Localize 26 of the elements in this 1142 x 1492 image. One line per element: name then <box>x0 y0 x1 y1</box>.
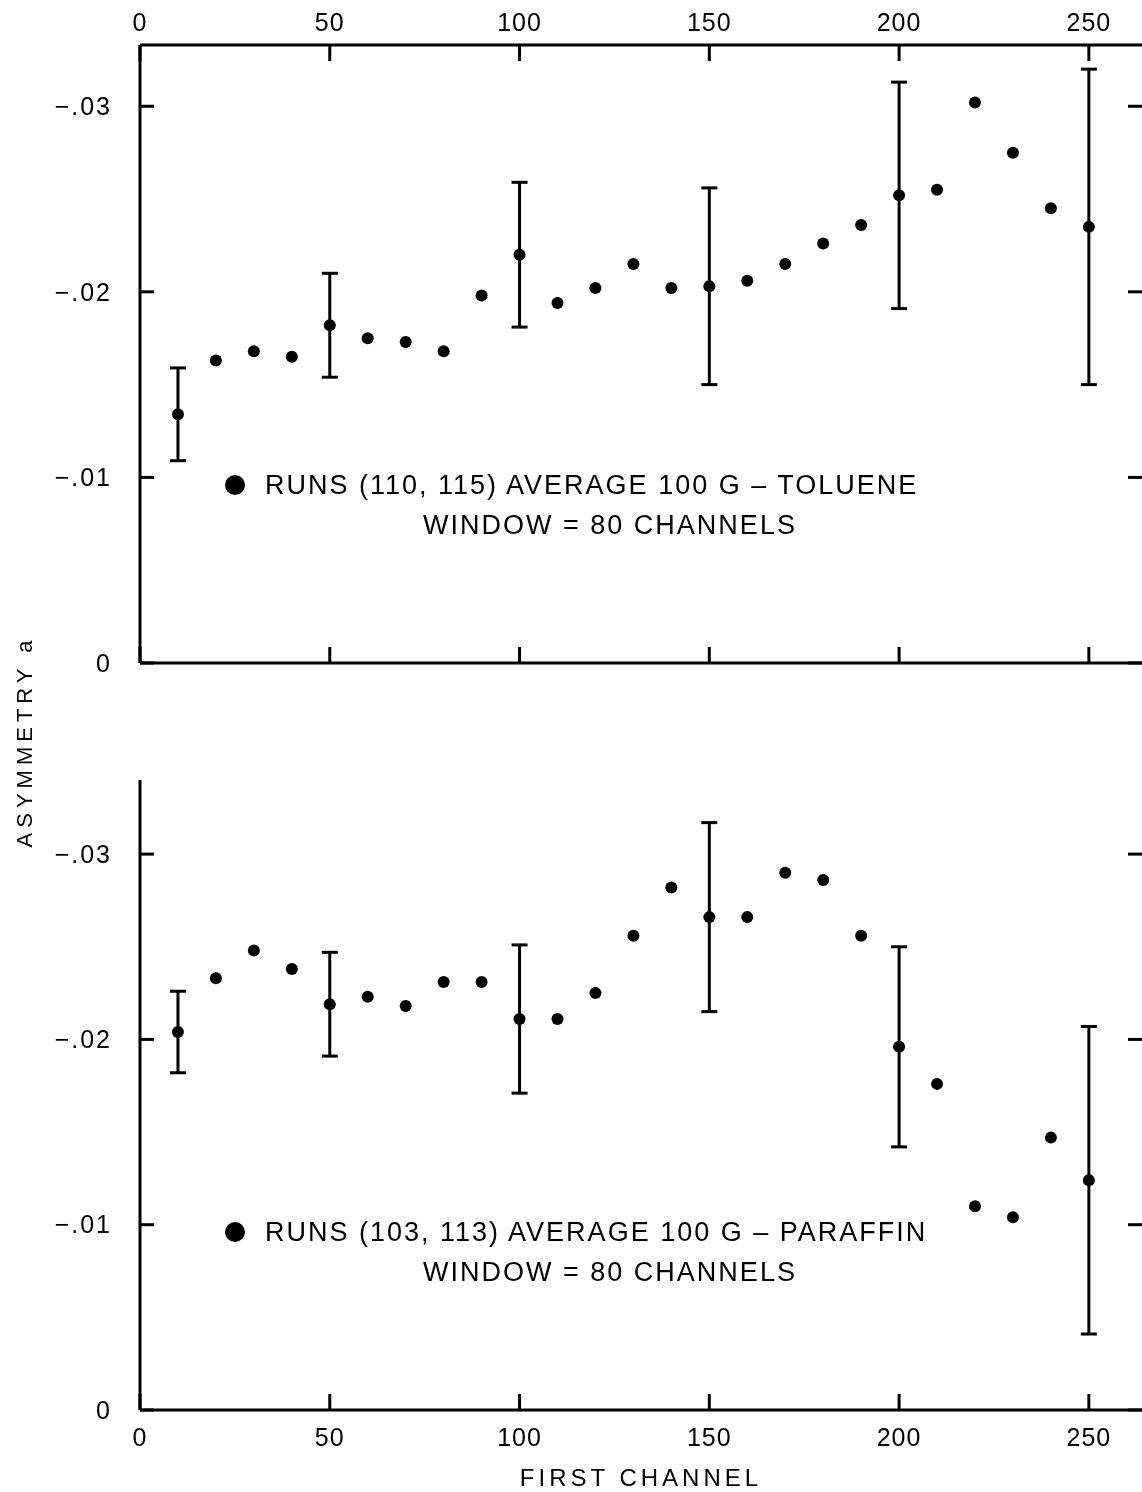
x-tick-label: 50 <box>314 1423 345 1451</box>
y-tick-label: −.02 <box>54 277 112 306</box>
y-tick-label: −.03 <box>54 91 112 120</box>
annotation: WINDOW = 80 CHANNELS <box>423 1257 797 1288</box>
x-tick-label: 0 <box>132 1423 148 1451</box>
y-tick-label: 0 <box>96 1395 112 1424</box>
x-tick-label: 150 <box>686 1423 732 1451</box>
x-tick-label: 0 <box>132 8 148 36</box>
x-tick-label: 200 <box>876 1423 922 1451</box>
y-tick-label: −.01 <box>54 463 112 492</box>
x-tick-label: 50 <box>314 8 345 36</box>
x-tick-label: 100 <box>497 1423 542 1451</box>
y-tick-label: −.01 <box>54 1210 112 1239</box>
x-axis-title: FIRST CHANNEL <box>519 1464 763 1491</box>
y-tick-label: −.03 <box>54 839 112 868</box>
annotation: WINDOW = 80 CHANNELS <box>423 510 797 541</box>
y-tick-label: 0 <box>96 648 112 677</box>
legend-label: RUNS (110, 115) AVERAGE 100 G – TOLUENE <box>265 470 919 501</box>
x-tick-label: 150 <box>686 8 732 36</box>
x-tick-label: 250 <box>1066 1423 1112 1451</box>
legend-label: RUNS (103, 113) AVERAGE 100 G – PARAFFIN <box>265 1217 928 1248</box>
y-tick-label: −.02 <box>54 1025 112 1054</box>
x-tick-label: 250 <box>1066 8 1112 36</box>
x-tick-label: 100 <box>497 8 542 36</box>
y-axis-title: ASYMMETRY a <box>12 635 37 848</box>
x-tick-label: 200 <box>876 8 922 36</box>
